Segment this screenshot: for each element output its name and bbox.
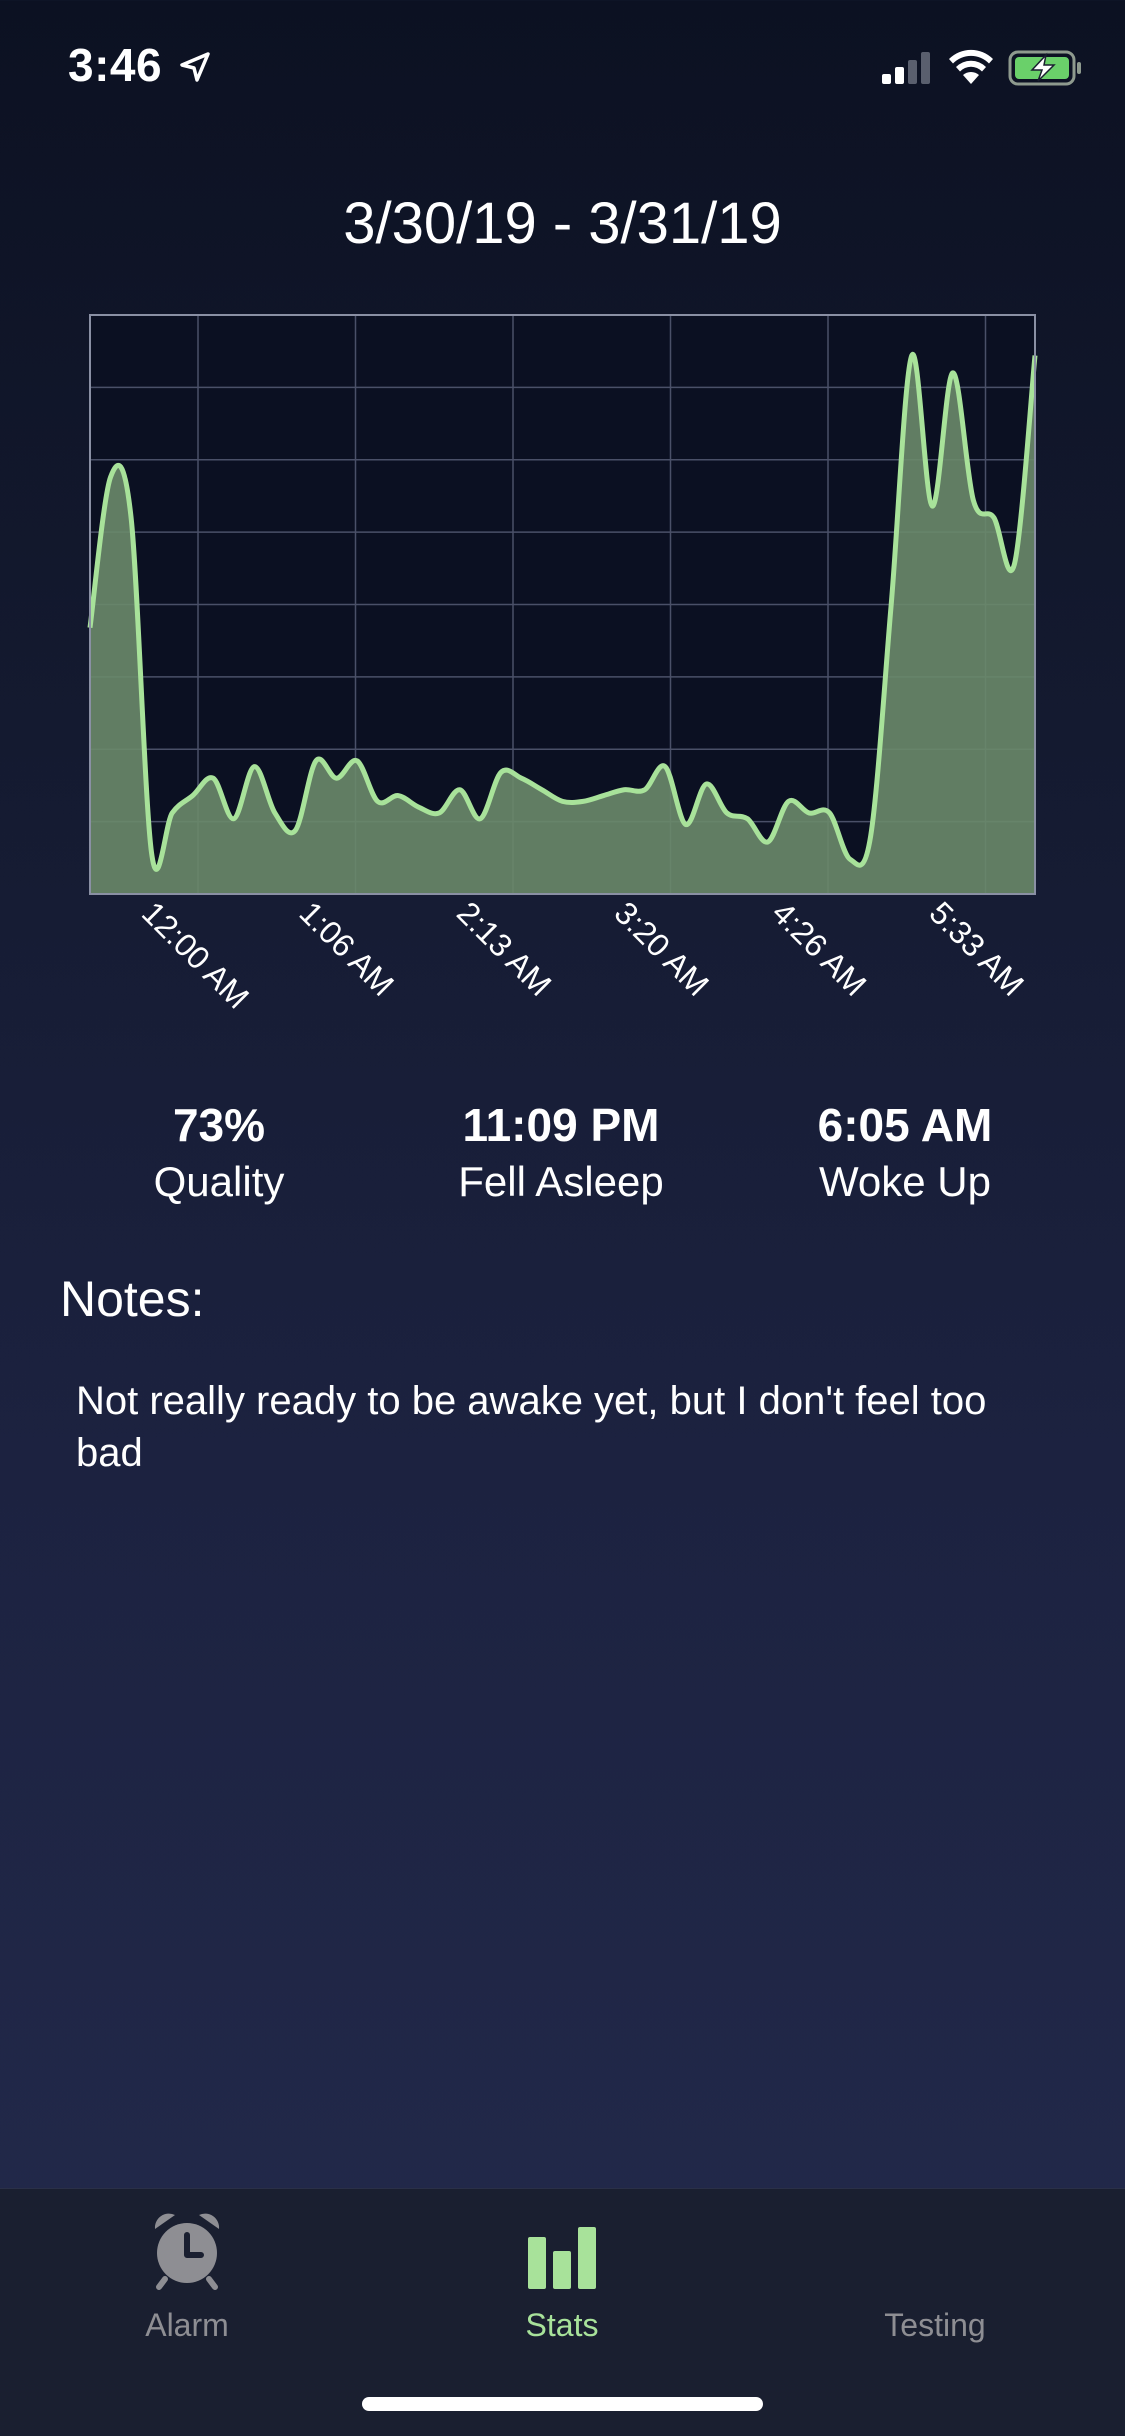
tab-alarm[interactable]: Alarm (57, 2207, 317, 2357)
stats-row: 73% Quality 11:09 PM Fell Asleep 6:05 AM… (0, 1095, 1125, 1235)
status-bar: 3:46 (0, 0, 1125, 140)
x-tick-label: 3:20 AM (608, 894, 716, 1002)
battery-charging-icon (1008, 50, 1081, 86)
woke-up-stat: 6:05 AM Woke Up (745, 1095, 1065, 1209)
sleep-chart-svg: 12:00 AM 1:06 AM 2:13 AM 3:20 AM 4:26 AM 5:33… (87, 314, 1038, 1016)
location-arrow-icon (180, 52, 210, 82)
notes-heading: Notes: (60, 1271, 205, 1327)
sleep-chart: 12:00 AM 1:06 AM 2:13 AM 3:20 AM 4:26 AM 5:33… (0, 300, 1125, 1060)
quality-label: Quality (153, 1158, 285, 1205)
quality-value: 73% (172, 1099, 266, 1151)
tab-bar: Alarm Stats Testing (0, 2188, 1125, 2436)
tab-stats[interactable]: Stats (432, 2207, 692, 2357)
fell-asleep-label: Fell Asleep (458, 1158, 664, 1205)
bar-chart-icon (528, 2227, 596, 2289)
tab-stats-label: Stats (525, 2307, 599, 2343)
date-range-title: 3/30/19 - 3/31/19 (343, 191, 782, 256)
chart-border (89, 314, 1036, 895)
tab-alarm-label: Alarm (145, 2307, 229, 2343)
x-tick-label: 2:13 AM (450, 894, 558, 1002)
cellular-signal-icon (882, 52, 930, 84)
home-indicator[interactable] (362, 2397, 763, 2411)
fell-asleep-value: 11:09 PM (462, 1099, 660, 1151)
fell-asleep-stat: 11:09 PM Fell Asleep (401, 1095, 721, 1209)
x-tick-label: 4:26 AM (765, 894, 873, 1002)
notes-text[interactable]: Not really ready to be awake yet, but I … (76, 1379, 987, 1475)
chart-series-line (87, 352, 1038, 872)
tab-testing[interactable]: Testing (805, 2207, 1065, 2357)
x-tick-label: 5:33 AM (923, 894, 1031, 1002)
x-tick-label: 12:00 AM (135, 894, 256, 1015)
woke-up-label: Woke Up (819, 1158, 991, 1205)
quality-stat: 73% Quality (59, 1095, 379, 1209)
alarm-clock-icon (154, 2213, 220, 2290)
tab-testing-label: Testing (884, 2307, 986, 2343)
chart-area-fill (90, 354, 1035, 894)
wifi-icon (949, 49, 993, 84)
tab-testing-icon-placeholder (893, 2207, 977, 2291)
woke-up-value: 6:05 AM (817, 1099, 993, 1151)
status-time: 3:46 (68, 39, 163, 91)
x-tick-label: 1:06 AM (293, 894, 401, 1002)
